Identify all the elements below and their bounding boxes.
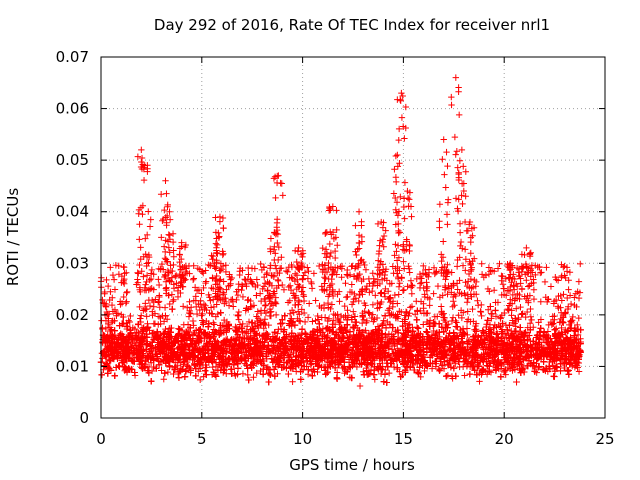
data-point: [456, 363, 463, 371]
data-point: [476, 378, 483, 385]
data-point: [501, 367, 509, 374]
data-point: [487, 369, 495, 376]
data-point: [353, 363, 361, 371]
data-point: [367, 366, 375, 374]
data-point: [209, 363, 216, 371]
data-point: [99, 324, 106, 332]
data-point: [150, 357, 158, 364]
data-point: [341, 369, 348, 377]
data-point: [421, 367, 428, 375]
data-point: [370, 355, 377, 362]
data-point: [131, 325, 139, 333]
data-point: [453, 319, 460, 326]
data-point: [568, 317, 576, 324]
data-point: [461, 372, 468, 379]
data-point: [164, 368, 172, 376]
data-point: [160, 376, 167, 383]
data-point: [362, 327, 369, 334]
data-point: [223, 370, 230, 377]
data-point: [553, 325, 560, 332]
data-point: [575, 368, 583, 375]
data-point: [286, 364, 294, 371]
data-point: [253, 369, 260, 377]
data-point: [155, 347, 163, 354]
data-point: [556, 356, 564, 363]
data-point: [175, 325, 182, 332]
data-point: [401, 331, 408, 338]
data-point: [239, 370, 247, 377]
data-point: [244, 371, 251, 379]
data-point: [189, 331, 197, 338]
data-point: [428, 365, 436, 372]
data-point: [243, 328, 250, 335]
data-point: [333, 369, 341, 376]
data-point: [196, 376, 204, 384]
data-point: [514, 362, 521, 370]
data-point: [388, 346, 396, 353]
data-point: [539, 332, 547, 339]
data-points: [97, 74, 584, 390]
data-point: [312, 317, 319, 324]
data-point: [243, 323, 251, 330]
data-point: [117, 330, 124, 337]
data-point: [436, 366, 444, 374]
data-point: [444, 361, 451, 368]
data-point: [356, 382, 364, 390]
data-point: [452, 360, 459, 368]
data-point: [574, 331, 582, 339]
data-point: [417, 373, 424, 381]
data-point: [379, 330, 386, 337]
data-point: [385, 369, 393, 377]
data-point: [297, 318, 304, 325]
data-point: [371, 376, 379, 383]
data-point: [164, 335, 172, 343]
data-point: [546, 358, 553, 366]
data-point: [413, 324, 421, 331]
data-point: [502, 371, 509, 378]
data-point: [444, 372, 452, 379]
data-point: [471, 326, 478, 333]
data-point: [330, 353, 338, 360]
data-point: [558, 324, 565, 332]
data-point: [295, 317, 303, 324]
data-point: [360, 368, 367, 375]
data-point: [526, 320, 534, 327]
data-point: [102, 325, 110, 333]
data-point: [530, 324, 537, 331]
data-point: [549, 362, 557, 369]
data-point: [261, 316, 269, 323]
data-point: [289, 378, 296, 385]
data-point: [307, 361, 314, 368]
chart-title: Day 292 of 2016, Rate Of TEC Index for r…: [154, 16, 550, 34]
data-point: [250, 374, 257, 381]
data-point: [483, 371, 491, 378]
data-point: [190, 322, 197, 329]
